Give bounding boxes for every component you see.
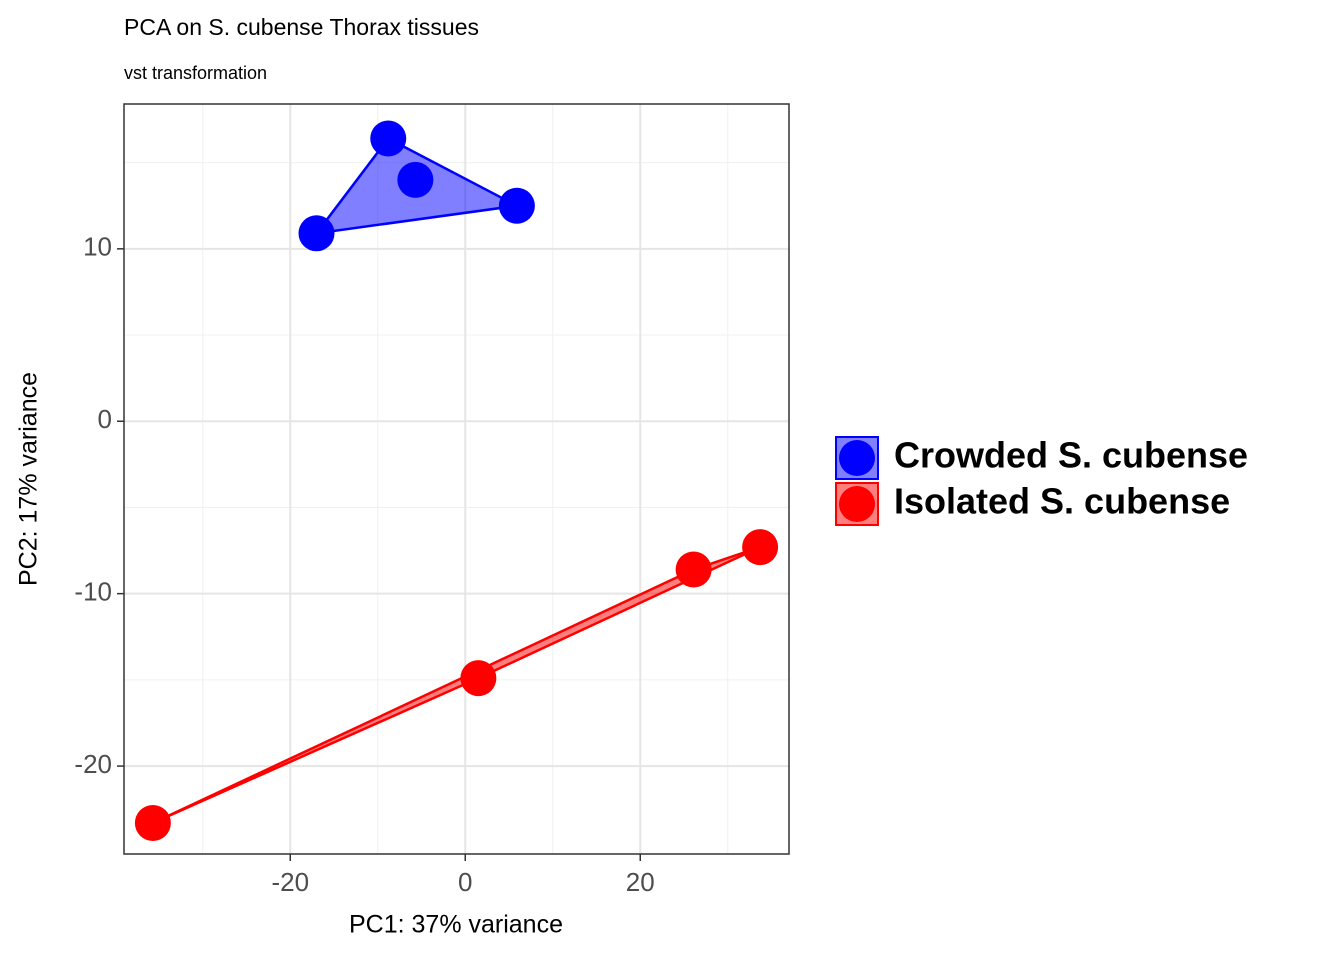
point [742, 529, 779, 566]
plot-border [123, 103, 790, 855]
y-tick-label: 10 [83, 232, 112, 262]
y-tick-label: 0 [98, 404, 112, 434]
y-axis-title: PC2: 17% variance [15, 372, 43, 586]
x-axis-title: PC1: 37% variance [349, 911, 563, 939]
legend-key-point [839, 486, 875, 522]
legend-label: Isolated S. cubense [894, 481, 1230, 522]
point [370, 120, 407, 157]
point [460, 660, 497, 697]
x-tick-label: 0 [458, 867, 472, 897]
point [298, 215, 335, 252]
x-tick-label: 20 [626, 867, 655, 897]
point [134, 804, 171, 841]
legend-label: Crowded S. cubense [894, 435, 1248, 476]
chart-subtitle: vst transformation [124, 63, 267, 83]
y-tick-label: -10 [74, 577, 112, 607]
legend-key-point [839, 440, 875, 476]
point [675, 551, 712, 588]
point [397, 161, 434, 198]
hull [152, 545, 761, 825]
point [498, 187, 535, 224]
chart-title: PCA on S. cubense Thorax tissues [124, 14, 479, 40]
y-tick-label: -20 [74, 749, 112, 779]
x-tick-label: -20 [271, 867, 309, 897]
